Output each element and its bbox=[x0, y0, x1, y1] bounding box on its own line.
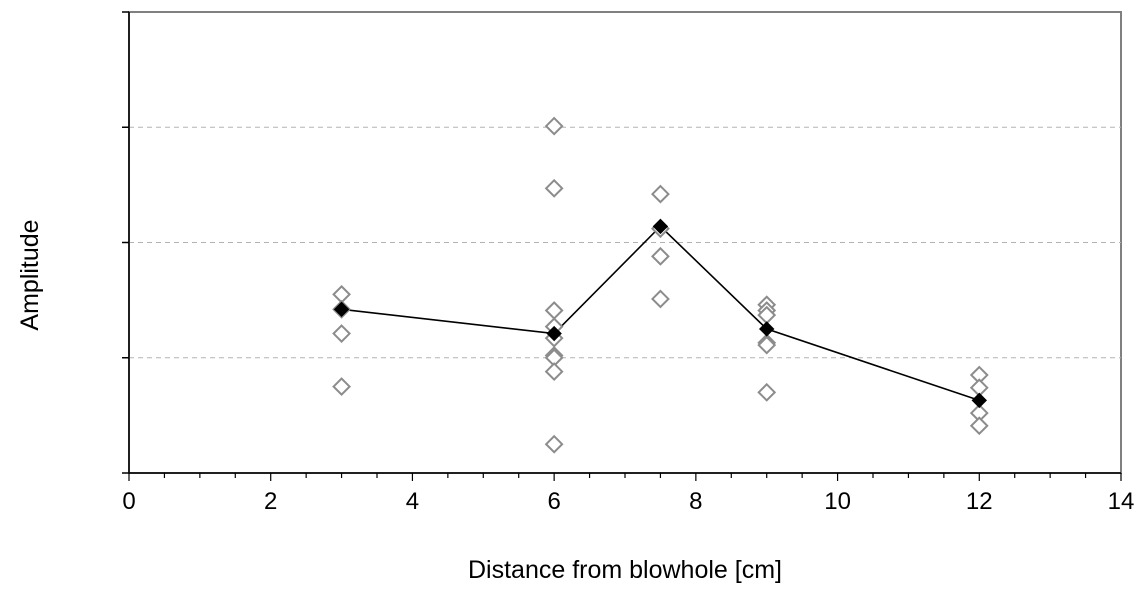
data-point-open-diamond bbox=[651, 289, 670, 309]
x-tick-labels: 0 2 4 6 8 10 12 14 bbox=[122, 488, 1134, 515]
x-tick-label: 6 bbox=[547, 488, 560, 515]
mean-data-point bbox=[652, 218, 669, 235]
x-tick-label: 0 bbox=[122, 488, 135, 515]
data-point-open-diamond bbox=[544, 434, 564, 454]
data-point-open-diamond bbox=[544, 362, 564, 381]
data-point-open-diamond bbox=[332, 324, 351, 343]
x-tick-label: 10 bbox=[824, 488, 851, 515]
grid-lines bbox=[129, 126, 1121, 359]
data-point-open-diamond bbox=[969, 416, 989, 436]
data-point-open-diamond bbox=[544, 116, 564, 136]
mean-data-point bbox=[333, 301, 350, 318]
data-point-open-diamond bbox=[757, 335, 777, 355]
y-axis bbox=[122, 11, 130, 474]
x-tick-label: 8 bbox=[689, 488, 702, 515]
x-tick-label: 4 bbox=[406, 488, 419, 515]
data-point-open-diamond bbox=[332, 377, 351, 396]
mean-series-points bbox=[333, 218, 987, 409]
data-point-open-diamond bbox=[544, 178, 564, 198]
x-tick-label: 2 bbox=[264, 488, 277, 515]
x-axis bbox=[128, 472, 1122, 481]
mean-data-point bbox=[546, 325, 562, 342]
y-axis-title: Amplitude bbox=[16, 219, 44, 330]
plot-area: 0 2 4 6 8 10 12 14 bbox=[122, 11, 1134, 515]
x-tick-label: 14 bbox=[1108, 488, 1135, 515]
x-axis-title: Distance from blowhole [cm] bbox=[468, 556, 782, 584]
x-tick-label: 12 bbox=[966, 488, 993, 515]
data-point-open-diamond bbox=[651, 246, 670, 266]
data-point-open-diamond bbox=[757, 382, 777, 402]
mean-data-point bbox=[971, 392, 987, 409]
mean-data-point bbox=[759, 321, 775, 337]
data-point-open-diamond bbox=[651, 184, 670, 204]
